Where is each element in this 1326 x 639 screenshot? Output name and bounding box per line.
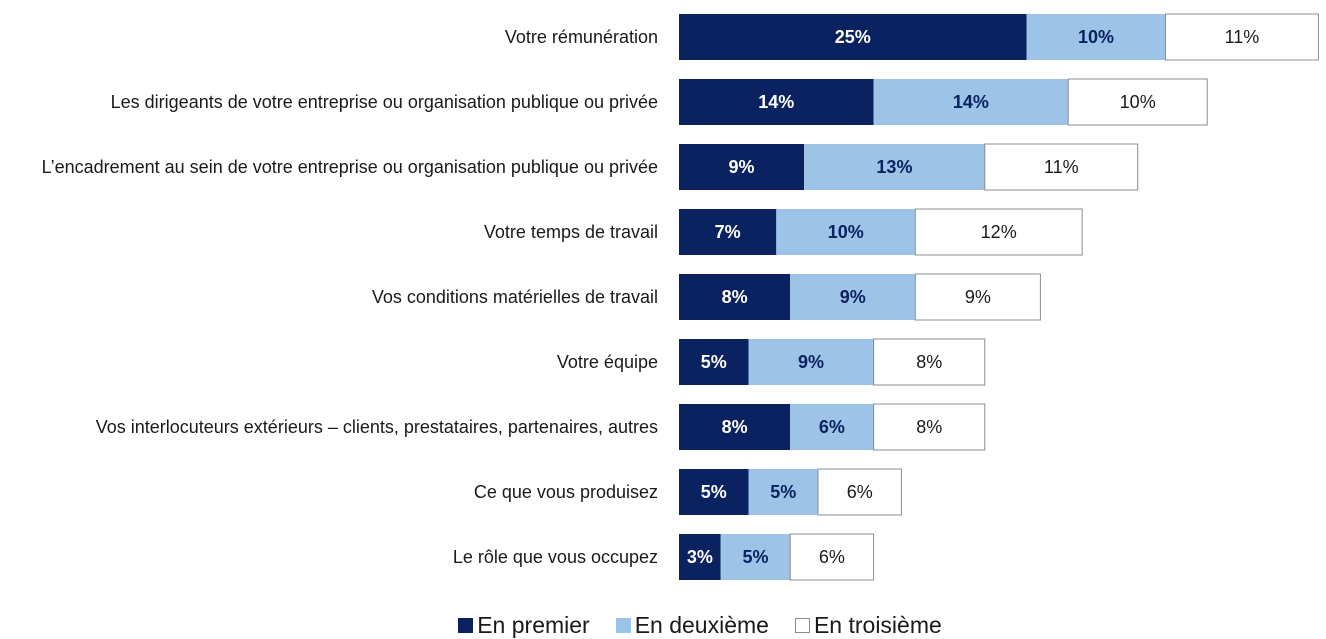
bar-segment	[1165, 13, 1319, 61]
value-label: 8%	[916, 417, 942, 437]
value-label: 9%	[729, 157, 755, 177]
legend: En premier En deuxième En troisième	[0, 612, 1326, 639]
value-label: 10%	[828, 222, 864, 242]
bar-segment	[679, 144, 805, 190]
bar-segment	[914, 273, 1041, 321]
bar-segment	[873, 338, 986, 386]
value-label: 3%	[687, 547, 713, 567]
category-text: Votre temps de travail	[483, 221, 658, 242]
bar-segment	[984, 143, 1139, 191]
legend-item: En deuxième	[615, 612, 769, 639]
category-label: Le rôle que vous occupez	[0, 527, 658, 587]
category-label: L’encadrement au sein de votre entrepris…	[0, 137, 658, 197]
bar-segment	[679, 404, 791, 450]
category-label: Votre rémunération	[0, 7, 658, 67]
value-label: 13%	[876, 157, 912, 177]
category-label: Votre équipe	[0, 332, 658, 392]
category-text: Les dirigeants de votre entreprise ou or…	[110, 91, 658, 112]
legend-swatch	[794, 618, 810, 633]
bar-segment	[1067, 78, 1208, 126]
bar-segment	[679, 339, 749, 385]
bar-segment	[679, 14, 1027, 60]
bar-segment	[873, 79, 1069, 125]
category-label: Ce que vous produisez	[0, 462, 658, 522]
bar-segment	[817, 468, 902, 516]
value-label: 11%	[1225, 27, 1260, 47]
bar-segment	[679, 274, 791, 320]
value-label: 9%	[840, 287, 866, 307]
legend-swatch	[615, 618, 631, 633]
category-text: Vos interlocuteurs extérieurs – clients,…	[95, 416, 658, 437]
bar-segment	[1026, 14, 1166, 60]
bar-segment	[789, 533, 875, 581]
bar-segment	[720, 534, 791, 580]
category-label: Vos conditions matérielles de travail	[0, 267, 658, 327]
bar-segment	[914, 208, 1083, 256]
bar-segment	[790, 274, 916, 320]
category-text: Votre rémunération	[504, 26, 658, 47]
bar-segment	[679, 469, 749, 515]
value-label: 11%	[1044, 157, 1079, 177]
category-label: Les dirigeants de votre entreprise ou or…	[0, 72, 658, 132]
bar-segment	[679, 534, 721, 580]
value-label: 6%	[819, 547, 845, 567]
value-label: 25%	[835, 27, 871, 47]
legend-swatch	[458, 618, 474, 633]
bar-segment	[679, 209, 777, 255]
value-label: 8%	[722, 287, 748, 307]
category-text: Votre équipe	[556, 351, 658, 372]
bar-segment	[748, 469, 818, 515]
category-text: L’encadrement au sein de votre entrepris…	[41, 156, 658, 177]
bar-segment	[790, 404, 874, 450]
bar-segment	[748, 339, 874, 385]
value-label: 6%	[819, 417, 845, 437]
value-label: 8%	[916, 352, 942, 372]
legend-label: En premier	[477, 612, 590, 638]
bar-segment	[804, 144, 985, 190]
category-text: Ce que vous produisez	[473, 481, 658, 502]
value-label: 12%	[981, 222, 1017, 242]
value-label: 10%	[1078, 27, 1114, 47]
value-label: 5%	[701, 352, 727, 372]
value-label: 9%	[965, 287, 991, 307]
value-label: 14%	[953, 92, 989, 112]
category-text: Le rôle que vous occupez	[452, 546, 658, 567]
category-text: Vos conditions matérielles de travail	[371, 286, 658, 307]
category-label: Votre temps de travail	[0, 202, 658, 262]
value-label: 5%	[770, 482, 796, 502]
value-label: 5%	[742, 547, 768, 567]
legend-item: En troisième	[794, 612, 942, 639]
legend-label: En deuxième	[634, 612, 769, 638]
value-label: 10%	[1120, 92, 1156, 112]
value-label: 6%	[847, 482, 873, 502]
legend-label: En troisième	[813, 612, 942, 638]
value-label: 9%	[798, 352, 824, 372]
bar-segment	[776, 209, 916, 255]
value-label: 7%	[715, 222, 741, 242]
category-label: Vos interlocuteurs extérieurs – clients,…	[0, 397, 658, 457]
bar-segment	[873, 403, 986, 451]
value-label: 14%	[758, 92, 794, 112]
value-label: 8%	[722, 417, 748, 437]
bar-segment	[679, 79, 874, 125]
legend-item: En premier	[458, 612, 590, 639]
value-label: 5%	[701, 482, 727, 502]
